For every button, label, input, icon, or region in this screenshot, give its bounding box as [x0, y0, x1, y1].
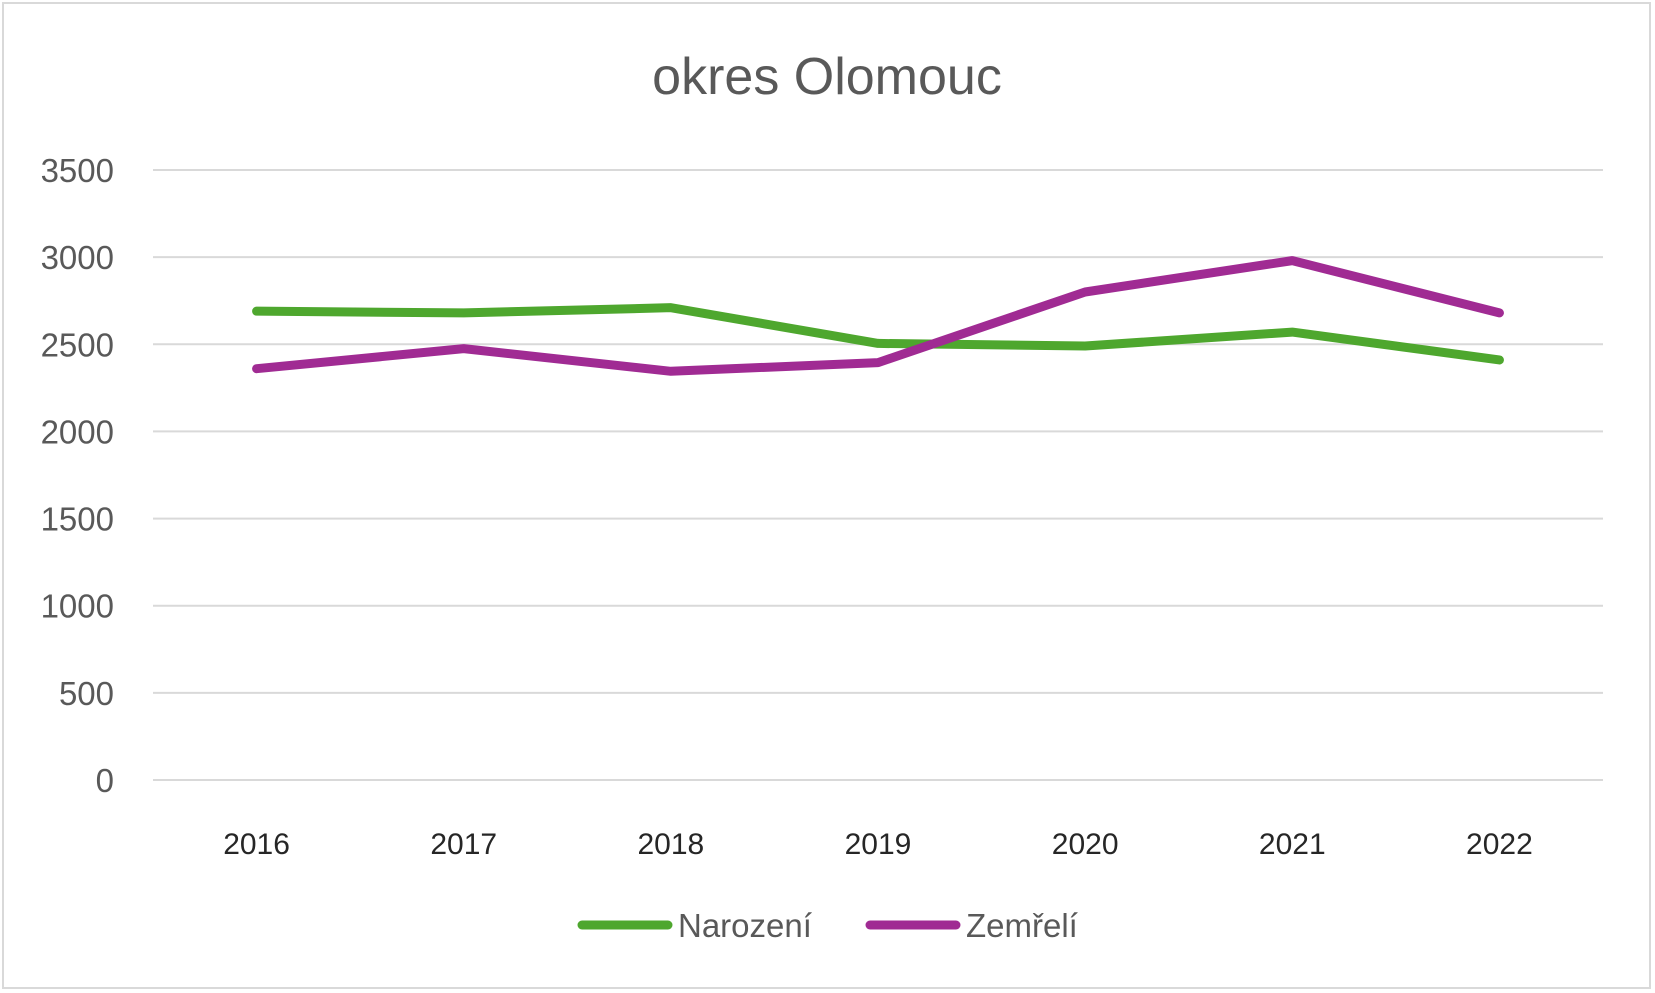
y-tick-label: 2500 [41, 326, 114, 363]
series-line-narozeni [252, 303, 1504, 365]
y-tick-label: 3500 [41, 152, 114, 189]
x-tick-label: 2021 [1259, 828, 1326, 861]
y-tick-label: 1500 [41, 501, 114, 538]
x-tick-label: 2017 [430, 828, 497, 861]
x-tick-label: 2016 [223, 828, 290, 861]
legend-label-zemreli: Zemřelí [966, 907, 1078, 944]
y-tick-label: 500 [59, 675, 114, 712]
x-axis-ticks: 2016 2017 2018 2019 2020 2021 2022 [223, 828, 1533, 861]
y-tick-label: 0 [96, 762, 114, 799]
legend-label-narozeni: Narození [678, 907, 812, 944]
y-tick-label: 3000 [41, 239, 114, 276]
y-axis-ticks: 0 500 1000 1500 2000 2500 3000 3500 [41, 152, 114, 799]
y-tick-label: 1000 [41, 588, 114, 625]
series-line-zemreli [252, 256, 1504, 376]
x-tick-label: 2022 [1466, 828, 1533, 861]
legend: Narození Zemřelí [577, 907, 1078, 944]
x-tick-label: 2019 [845, 828, 912, 861]
x-tick-label: 2020 [1052, 828, 1119, 861]
x-tick-label: 2018 [637, 828, 704, 861]
gridlines [153, 169, 1603, 781]
chart-title: okres Olomouc [652, 48, 1002, 106]
series-lines [252, 256, 1504, 376]
y-tick-label: 2000 [41, 413, 114, 450]
